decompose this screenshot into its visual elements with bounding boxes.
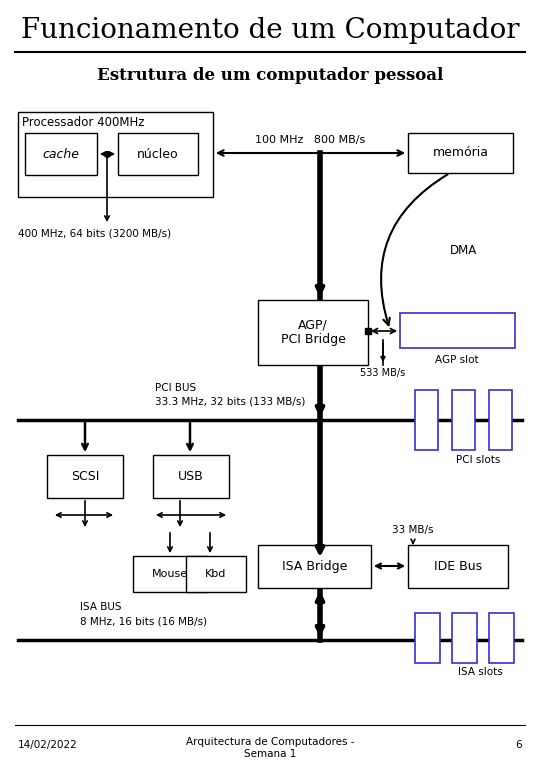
FancyBboxPatch shape	[258, 545, 371, 588]
Text: 100 MHz   800 MB/s: 100 MHz 800 MB/s	[255, 135, 365, 145]
Text: Processador 400MHz: Processador 400MHz	[22, 115, 145, 129]
Text: memória: memória	[433, 147, 489, 159]
FancyBboxPatch shape	[452, 613, 477, 663]
Text: Arquitectura de Computadores -
Semana 1: Arquitectura de Computadores - Semana 1	[186, 737, 354, 759]
FancyBboxPatch shape	[415, 613, 440, 663]
FancyBboxPatch shape	[258, 300, 368, 365]
Text: Funcionamento de um Computador: Funcionamento de um Computador	[21, 16, 519, 44]
Text: Kbd: Kbd	[205, 569, 227, 579]
Text: AGP slot: AGP slot	[435, 355, 479, 365]
Text: USB: USB	[178, 470, 204, 483]
Text: 33 MB/s: 33 MB/s	[392, 525, 434, 535]
FancyBboxPatch shape	[408, 545, 508, 588]
Text: SCSI: SCSI	[71, 470, 99, 483]
FancyBboxPatch shape	[186, 556, 246, 592]
FancyBboxPatch shape	[489, 613, 514, 663]
FancyBboxPatch shape	[25, 133, 97, 175]
Text: ISA slots: ISA slots	[457, 667, 502, 677]
FancyBboxPatch shape	[18, 112, 213, 197]
FancyBboxPatch shape	[452, 390, 475, 450]
Text: AGP/
PCI Bridge: AGP/ PCI Bridge	[281, 318, 346, 346]
Text: cache: cache	[43, 147, 79, 161]
Text: 14/02/2022: 14/02/2022	[18, 740, 78, 750]
Text: PCI BUS
33.3 MHz, 32 bits (133 MB/s): PCI BUS 33.3 MHz, 32 bits (133 MB/s)	[155, 383, 306, 407]
Text: Estrutura de um computador pessoal: Estrutura de um computador pessoal	[97, 66, 443, 83]
Text: núcleo: núcleo	[137, 147, 179, 161]
FancyBboxPatch shape	[118, 133, 198, 175]
FancyBboxPatch shape	[133, 556, 207, 592]
FancyArrowPatch shape	[381, 175, 448, 325]
FancyBboxPatch shape	[153, 455, 229, 498]
FancyBboxPatch shape	[415, 390, 438, 450]
FancyBboxPatch shape	[408, 133, 513, 173]
Text: 400 MHz, 64 bits (3200 MB/s): 400 MHz, 64 bits (3200 MB/s)	[18, 228, 171, 238]
Text: IDE Bus: IDE Bus	[434, 560, 482, 573]
Text: ISA Bridge: ISA Bridge	[282, 560, 347, 573]
Text: 533 MB/s: 533 MB/s	[360, 368, 406, 378]
FancyBboxPatch shape	[400, 313, 515, 348]
Text: 6: 6	[515, 740, 522, 750]
FancyBboxPatch shape	[489, 390, 512, 450]
FancyBboxPatch shape	[47, 455, 123, 498]
Text: ISA BUS
8 MHz, 16 bits (16 MB/s): ISA BUS 8 MHz, 16 bits (16 MB/s)	[80, 602, 207, 626]
Text: PCI slots: PCI slots	[456, 455, 500, 465]
Text: Mouse: Mouse	[152, 569, 188, 579]
Text: DMA: DMA	[450, 243, 477, 257]
